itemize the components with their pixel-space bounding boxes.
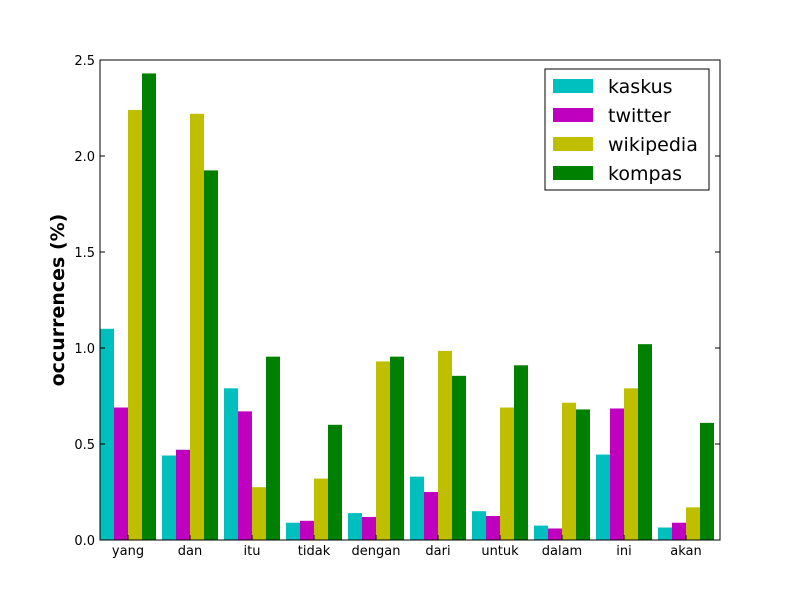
plot-frame (99, 59, 721, 541)
legend-swatch-kompas (553, 166, 593, 180)
legend-swatch-twitter (553, 108, 593, 122)
bar-twitter-ini (610, 408, 624, 540)
bar-wikipedia-itu (252, 487, 266, 540)
y-axis-label: occurrences (%) (47, 214, 69, 387)
legend-label-kompas: kompas (608, 163, 682, 185)
x-tick-label-dan: dan (178, 544, 202, 559)
bar-kaskus-dari (410, 476, 424, 540)
y-tick-label: 1.5 (74, 246, 95, 261)
bar-twitter-untuk (486, 516, 500, 540)
x-tick-label-ini: ini (616, 544, 631, 559)
bar-kaskus-akan (658, 527, 672, 540)
bar-twitter-yang (114, 407, 128, 540)
bar-kompas-yang (142, 73, 156, 540)
y-tick-label: 1.0 (74, 342, 95, 357)
x-tick-label-dari: dari (425, 544, 450, 559)
y-tick-label: 0.0 (74, 534, 95, 549)
bar-wikipedia-akan (686, 507, 700, 540)
x-tick-label-untuk: untuk (481, 544, 519, 559)
bar-wikipedia-dalam (562, 402, 576, 540)
bar-kaskus-untuk (472, 511, 486, 540)
bar-wikipedia-dan (190, 113, 204, 540)
bar-twitter-itu (238, 411, 252, 540)
bar-kompas-untuk (514, 365, 528, 540)
ticks-layer: 0.0 0.5 1.0 1.5 2.0 2.5 yang dan itu tidak dengan d… (74, 54, 720, 559)
legend-label-wikipedia: wikipedia (608, 134, 698, 156)
bar-kompas-akan (700, 422, 714, 540)
bar-kaskus-itu (224, 388, 238, 540)
bar-twitter-dengan (362, 516, 376, 540)
bar-kaskus-dan (162, 455, 176, 540)
bar-kaskus-yang (100, 328, 114, 540)
bar-twitter-dalam (548, 528, 562, 540)
bar-kompas-tidak (328, 424, 342, 540)
legend: kaskus twitter wikipedia kompas (544, 68, 710, 191)
x-tick-label-dalam: dalam (542, 544, 582, 559)
x-tick-label-dengan: dengan (352, 544, 401, 559)
bar-kaskus-dalam (534, 525, 548, 540)
legend-swatch-kaskus (553, 79, 593, 93)
bar-kaskus-dengan (348, 513, 362, 540)
bar-kompas-dengan (390, 356, 404, 540)
bar-kompas-dalam (576, 409, 590, 540)
legend-swatch-wikipedia (553, 137, 593, 151)
bar-twitter-tidak (300, 520, 314, 540)
y-tick-label: 2.5 (74, 54, 95, 69)
bar-kompas-itu (266, 356, 280, 540)
x-tick-label-itu: itu (244, 544, 261, 559)
bar-wikipedia-untuk (500, 407, 514, 540)
bar-twitter-akan (672, 522, 686, 540)
y-tick-label: 2.0 (74, 150, 95, 165)
bar-wikipedia-dari (438, 350, 452, 540)
bar-wikipedia-ini (624, 388, 638, 540)
bar-kaskus-ini (596, 454, 610, 540)
bar-kaskus-tidak (286, 522, 300, 540)
bars-layer (100, 73, 714, 541)
legend-label-twitter: twitter (608, 105, 671, 127)
bar-twitter-dari (424, 492, 438, 540)
x-tick-label-tidak: tidak (298, 544, 331, 559)
bar-kompas-dari (452, 375, 466, 540)
x-tick-label-akan: akan (670, 544, 701, 559)
legend-items: kaskus twitter wikipedia kompas (553, 76, 698, 185)
bar-kompas-dan (204, 170, 218, 540)
x-tick-label-yang: yang (112, 544, 144, 559)
bar-wikipedia-yang (128, 109, 142, 541)
y-tick-label: 0.5 (74, 438, 95, 453)
bar-wikipedia-tidak (314, 478, 328, 540)
legend-label-kaskus: kaskus (608, 76, 673, 98)
bar-twitter-dan (176, 449, 190, 540)
bar-kompas-ini (638, 344, 652, 540)
bar-wikipedia-dengan (376, 361, 390, 540)
